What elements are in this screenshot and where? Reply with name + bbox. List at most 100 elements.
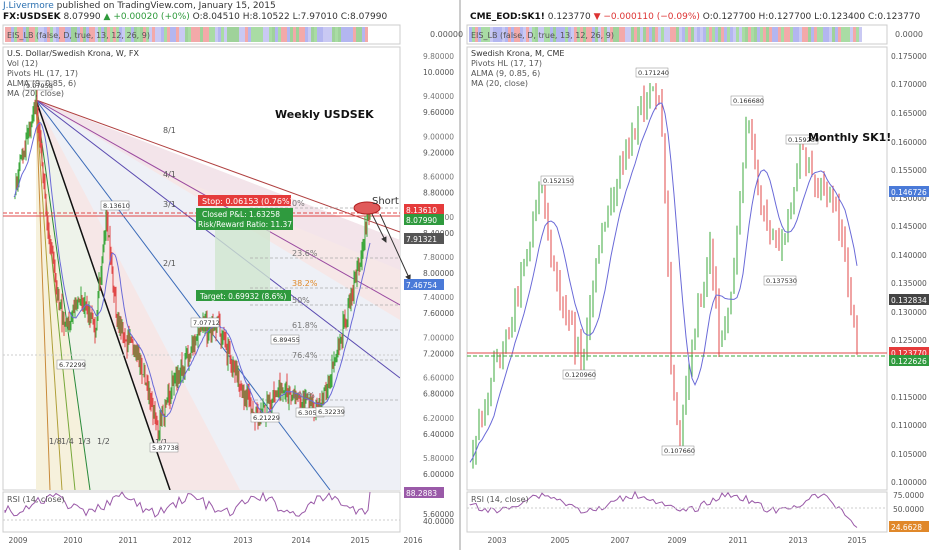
strip-cell <box>523 27 526 42</box>
left-tick: 7.20000 <box>423 349 454 358</box>
author-link[interactable]: J.Livermore <box>3 1 54 11</box>
right-tick: 0.110000 <box>891 421 927 430</box>
strip-cell <box>71 27 74 42</box>
pivot-box <box>635 67 669 78</box>
right-symbol[interactable]: CME_EOD:SK1! <box>470 12 545 22</box>
strip-cell <box>478 27 481 42</box>
strip-cell <box>335 27 338 42</box>
strip-cell <box>673 27 676 42</box>
strip-cell <box>487 27 490 42</box>
right-year: 2009 <box>667 536 686 545</box>
strip-cell <box>727 27 730 42</box>
strip-cell <box>218 27 221 42</box>
left-year: 2013 <box>233 536 252 545</box>
right-badge-red-text: 0.123770 <box>891 349 927 358</box>
strip-cell <box>116 27 119 42</box>
left-tick: 7.60000 <box>423 309 454 318</box>
right-chart-title: Monthly SK1! <box>808 131 891 144</box>
strip-cell <box>128 27 131 42</box>
left-indicator-tick: 0.00000 <box>430 30 463 39</box>
strip-cell <box>338 27 341 42</box>
strip-cell <box>245 27 248 42</box>
strip-cell <box>649 27 652 42</box>
right-year: 2013 <box>788 536 807 545</box>
right-rsi-badge-text: 24.6628 <box>891 523 922 532</box>
strip-cell <box>766 27 769 42</box>
strip-cell <box>269 27 272 42</box>
strip-cell <box>754 27 757 42</box>
strip-cell <box>182 27 185 42</box>
strip-cell <box>197 27 200 42</box>
strip-cell <box>511 27 514 42</box>
left-tick: 9.00000 <box>423 132 454 141</box>
strip-cell <box>619 27 622 42</box>
left-year: 2014 <box>291 536 310 545</box>
strip-cell <box>607 27 610 42</box>
strip-cell <box>751 27 754 42</box>
left-badge-gray: 7.91321 <box>404 233 444 244</box>
right-badge-red: 0.123770 <box>889 347 929 358</box>
strip-cell <box>517 27 520 42</box>
left-year: 2016 <box>403 536 422 545</box>
strip-cell <box>799 27 802 42</box>
fan-line-1-8 <box>35 99 51 490</box>
right-rsi-pane[interactable] <box>466 491 888 533</box>
strip-cell <box>658 27 661 42</box>
strip-cell <box>299 27 302 42</box>
rr-label: Risk/Reward Ratio: 11.37 <box>198 220 292 229</box>
pivot-box <box>149 442 179 453</box>
strip-cell <box>344 27 347 42</box>
strip-cell <box>499 27 502 42</box>
left-tick: 6.80000 <box>423 390 454 399</box>
left-indicator-strip <box>5 27 368 42</box>
right-badge-green-text: 0.122626 <box>891 357 927 366</box>
strip-cell <box>721 27 724 42</box>
left-year: 2009 <box>8 536 27 545</box>
strip-cell <box>547 27 550 42</box>
left-tick: 9.20000 <box>423 148 454 157</box>
left-symbol[interactable]: FX:USDSEK <box>3 12 61 22</box>
left-tick: 6.60000 <box>423 374 454 383</box>
strip-cell <box>556 27 559 42</box>
left-year: 2012 <box>172 536 191 545</box>
right-ohlc: O:0.127700 H:0.127700 L:0.123400 C:0.123… <box>702 12 921 22</box>
right-tick: 0.125000 <box>891 336 927 345</box>
strip-cell <box>227 27 230 42</box>
strip-cell <box>332 27 335 42</box>
fib-label: 38.2% <box>292 279 318 288</box>
target-box <box>196 290 291 301</box>
strip-cell <box>194 27 197 42</box>
strip-cell <box>826 27 829 42</box>
strip-cell <box>140 27 143 42</box>
fan-label: 1/1 <box>155 438 168 447</box>
strip-cell <box>481 27 484 42</box>
stop-box <box>198 195 291 206</box>
strip-cell <box>311 27 314 42</box>
right-indicator-label: EIS_LB (false, D, true, 13, 12, 26, 9) <box>471 31 614 40</box>
strip-cell <box>544 27 547 42</box>
strip-cell <box>637 27 640 42</box>
pivot-label: 6.32239 <box>318 408 345 416</box>
left-tick: 9.40000 <box>423 92 454 101</box>
strip-cell <box>541 27 544 42</box>
strip-cell <box>263 27 266 42</box>
strip-cell <box>706 27 709 42</box>
strip-cell <box>296 27 299 42</box>
strip-cell <box>260 27 263 42</box>
strip-cell <box>59 27 62 42</box>
strip-cell <box>341 27 344 42</box>
strip-cell <box>553 27 556 42</box>
strip-cell <box>230 27 233 42</box>
fan-label: 3/1 <box>163 200 176 209</box>
strip-cell <box>119 27 122 42</box>
strip-cell <box>74 27 77 42</box>
strip-cell <box>859 27 862 42</box>
strip-cell <box>314 27 317 42</box>
left-tick: 9.60000 <box>423 108 454 117</box>
strip-cell <box>709 27 712 42</box>
strip-cell <box>134 27 137 42</box>
right-badge-red-bg <box>889 347 929 358</box>
right-tick: 0.155000 <box>891 166 927 175</box>
right-tick: 0.145000 <box>891 222 927 231</box>
